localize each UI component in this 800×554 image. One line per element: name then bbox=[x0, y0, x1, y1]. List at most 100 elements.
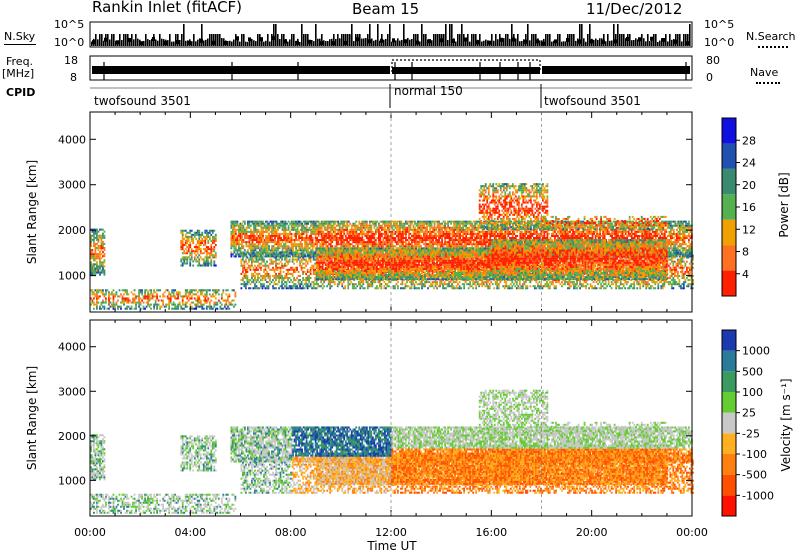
power-cell bbox=[204, 242, 206, 244]
nsky-bar bbox=[649, 41, 651, 46]
power-cell bbox=[521, 231, 523, 233]
power-cell bbox=[102, 263, 104, 265]
power-cell bbox=[206, 295, 208, 297]
power-cell bbox=[204, 297, 206, 299]
power-cell bbox=[267, 243, 269, 245]
power-cell bbox=[174, 295, 176, 297]
power-cell bbox=[468, 227, 470, 229]
nsky-bar bbox=[435, 34, 437, 46]
power-cell bbox=[209, 232, 211, 234]
power-cell bbox=[188, 295, 190, 297]
power-cell bbox=[152, 293, 154, 295]
power-cell bbox=[191, 252, 193, 254]
power-cell bbox=[489, 237, 491, 239]
power-cell bbox=[236, 237, 238, 239]
power-cell bbox=[182, 242, 184, 244]
power-cell bbox=[173, 302, 175, 304]
nsky-bar bbox=[95, 34, 97, 46]
power-cell bbox=[206, 291, 208, 293]
power-cell bbox=[486, 235, 488, 237]
power-cell bbox=[203, 308, 205, 310]
power-cell bbox=[274, 237, 276, 239]
nsearch-mark bbox=[428, 39, 431, 43]
power-cell bbox=[144, 291, 146, 293]
power-cell bbox=[395, 239, 397, 241]
power-cell bbox=[536, 229, 538, 231]
power-cell bbox=[138, 293, 140, 295]
power-cell bbox=[337, 221, 339, 223]
power-cell bbox=[93, 308, 95, 310]
power-cell bbox=[399, 229, 401, 231]
power-cell bbox=[201, 293, 203, 295]
power-cell bbox=[544, 233, 546, 235]
power-cell bbox=[361, 237, 363, 239]
nsky-bar bbox=[471, 34, 473, 46]
power-cell bbox=[207, 297, 209, 299]
nsky-bar bbox=[563, 41, 565, 46]
nsky-bar bbox=[281, 34, 283, 46]
nsky-bar bbox=[657, 42, 659, 46]
power-cell bbox=[255, 227, 257, 229]
power-cell bbox=[441, 239, 443, 241]
nsky-bar bbox=[145, 34, 147, 46]
power-cell bbox=[268, 233, 270, 235]
power-cell bbox=[95, 259, 97, 261]
power-cell bbox=[441, 237, 443, 239]
power-cell bbox=[104, 272, 106, 274]
power-cell bbox=[185, 244, 187, 246]
nsky-bar bbox=[677, 34, 679, 46]
nsky-bar bbox=[521, 41, 523, 46]
power-cell bbox=[189, 304, 191, 306]
power-cell bbox=[128, 306, 130, 308]
power-cell bbox=[243, 247, 245, 249]
power-cell bbox=[587, 235, 589, 237]
nsearch-mark bbox=[542, 42, 545, 46]
power-cell bbox=[207, 265, 209, 267]
nsearch-mark bbox=[650, 37, 653, 41]
power-cell bbox=[104, 237, 106, 239]
power-cell bbox=[198, 246, 200, 248]
power-cell bbox=[384, 227, 386, 229]
power-cell bbox=[162, 302, 164, 304]
power-cell bbox=[441, 229, 443, 231]
power-cell bbox=[230, 255, 232, 257]
power-cell bbox=[459, 237, 461, 239]
nsky-bar bbox=[263, 42, 265, 46]
nsky-bar bbox=[467, 34, 469, 46]
nsky-bar bbox=[159, 34, 161, 46]
power-cell bbox=[182, 265, 184, 267]
power-cell bbox=[191, 256, 193, 258]
nsky-bar bbox=[131, 34, 133, 46]
power-cell bbox=[236, 223, 238, 225]
power-cell bbox=[557, 235, 559, 237]
power-cell bbox=[387, 233, 389, 235]
power-cell bbox=[530, 237, 532, 239]
power-cell bbox=[246, 243, 248, 245]
power-cell bbox=[99, 259, 101, 261]
power-cell bbox=[312, 247, 314, 249]
power-cell bbox=[581, 237, 583, 239]
power-cell bbox=[93, 302, 95, 304]
power-cell bbox=[140, 297, 142, 299]
nsky-bar bbox=[457, 34, 459, 46]
power-cell bbox=[162, 300, 164, 302]
nsky-bar bbox=[143, 41, 145, 46]
power-cell bbox=[161, 306, 163, 308]
power-cell bbox=[209, 289, 211, 291]
power-cell bbox=[234, 295, 236, 297]
nsky-bar bbox=[481, 41, 483, 46]
nsearch-mark bbox=[578, 40, 581, 44]
power-cell bbox=[195, 308, 197, 310]
power-cell bbox=[191, 295, 193, 297]
nsky-bar bbox=[611, 40, 613, 46]
power-cell bbox=[312, 249, 314, 251]
nsky-bar bbox=[533, 34, 535, 46]
power-cell bbox=[300, 241, 302, 243]
nsearch-mark bbox=[500, 38, 503, 42]
power-cell bbox=[307, 231, 309, 233]
power-cell bbox=[159, 295, 161, 297]
power-cell bbox=[233, 251, 235, 253]
power-cell bbox=[572, 229, 574, 231]
power-cell bbox=[340, 233, 342, 235]
power-cell bbox=[203, 252, 205, 254]
